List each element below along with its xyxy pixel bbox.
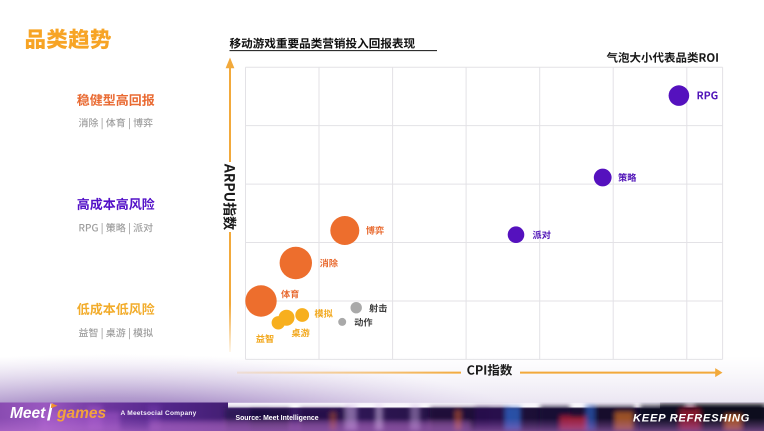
svg-text:KEEP REFRESHING: KEEP REFRESHING — [633, 412, 750, 424]
svg-text:Meet: Meet — [10, 405, 46, 422]
svg-text:Source: Meet Intelligence: Source: Meet Intelligence — [236, 415, 319, 422]
svg-text:A Meetsocial Company: A Meetsocial Company — [121, 410, 197, 417]
svg-text:games: games — [56, 405, 106, 422]
